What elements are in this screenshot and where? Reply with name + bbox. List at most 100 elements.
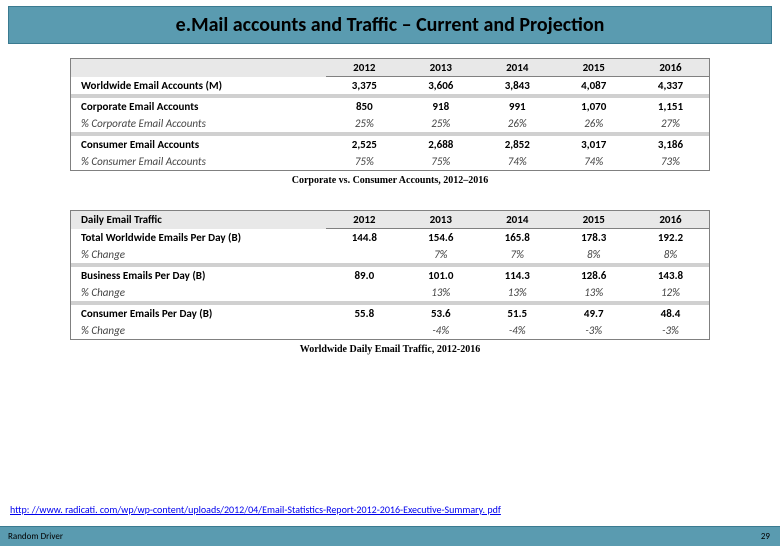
row-value: 2,688 [403, 136, 479, 153]
row-value: 3,375 [326, 77, 402, 95]
row-value: 75% [403, 153, 479, 171]
row-label: Worldwide Email Accounts (M) [71, 77, 327, 95]
row-value: 13% [479, 284, 555, 301]
row-value: 27% [632, 115, 710, 132]
table-row: % Consumer Email Accounts75%75%74%74%73% [71, 153, 710, 171]
source-link[interactable]: http: //www. radicati. com/wp/wp-content… [10, 503, 501, 516]
row-value: 89.0 [326, 267, 402, 284]
tables-container: 2012 2013 2014 2015 2016 Worldwide Email… [0, 44, 780, 355]
traffic-table: Daily Email Traffic 2012 2013 2014 2015 … [70, 210, 710, 340]
row-value: -4% [479, 322, 555, 340]
row-label: Consumer Emails Per Day (B) [71, 305, 327, 322]
row-label: Total Worldwide Emails Per Day (B) [71, 229, 327, 247]
row-value: 25% [326, 115, 402, 132]
row-value: 4,337 [632, 77, 710, 95]
row-value: 114.3 [479, 267, 555, 284]
year-col: 2015 [556, 211, 632, 229]
row-value: 55.8 [326, 305, 402, 322]
row-value: 1,070 [556, 98, 632, 115]
page-number: 29 [761, 531, 770, 542]
row-value: 154.6 [403, 229, 479, 247]
row-label: Consumer Email Accounts [71, 136, 327, 153]
row-value: 51.5 [479, 305, 555, 322]
row-value: 48.4 [632, 305, 710, 322]
table2-caption: Worldwide Daily Email Traffic, 2012-2016 [70, 344, 710, 355]
row-value: 7% [479, 246, 555, 263]
row-value: 26% [556, 115, 632, 132]
year-col: 2016 [632, 211, 710, 229]
row-value: 192.2 [632, 229, 710, 247]
row-value: 3,843 [479, 77, 555, 95]
row-value: 74% [479, 153, 555, 171]
row-label: Corporate Email Accounts [71, 98, 327, 115]
row-value: 143.8 [632, 267, 710, 284]
table-header-row: Daily Email Traffic 2012 2013 2014 2015 … [71, 211, 710, 229]
row-value: 178.3 [556, 229, 632, 247]
table-row: % Corporate Email Accounts25%25%26%26%27… [71, 115, 710, 132]
row-value: 2,852 [479, 136, 555, 153]
table-header-row: 2012 2013 2014 2015 2016 [71, 59, 710, 77]
row-value: 8% [632, 246, 710, 263]
table-row: Consumer Email Accounts2,5252,6882,8523,… [71, 136, 710, 153]
row-label: % Change [71, 284, 327, 301]
row-value: 991 [479, 98, 555, 115]
row-label: % Corporate Email Accounts [71, 115, 327, 132]
row-value: 74% [556, 153, 632, 171]
year-col: 2014 [479, 211, 555, 229]
row-value: 918 [403, 98, 479, 115]
row-value: 49.7 [556, 305, 632, 322]
page-title: e.Mail accounts and Traffic – Current an… [176, 13, 605, 37]
row-value: 3,017 [556, 136, 632, 153]
row-value: 2,525 [326, 136, 402, 153]
row-value: -3% [632, 322, 710, 340]
year-col: 2015 [556, 59, 632, 77]
row-value: -4% [403, 322, 479, 340]
row-value: 25% [403, 115, 479, 132]
row-value: 26% [479, 115, 555, 132]
row-value: 850 [326, 98, 402, 115]
row-value: 73% [632, 153, 710, 171]
year-col: 2012 [326, 59, 402, 77]
table-row: % Change7%7%8%8% [71, 246, 710, 263]
row-value: 13% [556, 284, 632, 301]
row-label: % Consumer Email Accounts [71, 153, 327, 171]
row-value: 1,151 [632, 98, 710, 115]
table-row: % Change13%13%13%12% [71, 284, 710, 301]
row-value: 144.8 [326, 229, 402, 247]
year-col: 2014 [479, 59, 555, 77]
traffic-header-label: Daily Email Traffic [71, 211, 327, 229]
row-value [326, 322, 402, 340]
year-col: 2013 [403, 59, 479, 77]
footer-bar: Random Driver 29 [0, 526, 780, 546]
table-row: Total Worldwide Emails Per Day (B)144.81… [71, 229, 710, 247]
row-value: 8% [556, 246, 632, 263]
table-row: Worldwide Email Accounts (M)3,3753,6063,… [71, 77, 710, 95]
year-col: 2013 [403, 211, 479, 229]
row-value: 128.6 [556, 267, 632, 284]
row-value: 75% [326, 153, 402, 171]
row-label: % Change [71, 322, 327, 340]
row-label: % Change [71, 246, 327, 263]
row-label: Business Emails Per Day (B) [71, 267, 327, 284]
table1-caption: Corporate vs. Consumer Accounts, 2012–20… [70, 175, 710, 186]
row-value: 53.6 [403, 305, 479, 322]
row-value [326, 284, 402, 301]
row-value: 12% [632, 284, 710, 301]
table-row: Business Emails Per Day (B)89.0101.0114.… [71, 267, 710, 284]
year-col: 2016 [632, 59, 710, 77]
row-value [326, 246, 402, 263]
row-value: 7% [403, 246, 479, 263]
accounts-table: 2012 2013 2014 2015 2016 Worldwide Email… [70, 58, 710, 171]
row-value: 4,087 [556, 77, 632, 95]
table-row: % Change-4%-4%-3%-3% [71, 322, 710, 340]
row-value: 3,186 [632, 136, 710, 153]
row-value: 13% [403, 284, 479, 301]
row-value: -3% [556, 322, 632, 340]
year-col: 2012 [326, 211, 402, 229]
footer-left-text: Random Driver [8, 531, 63, 542]
row-value: 3,606 [403, 77, 479, 95]
table-row: Corporate Email Accounts8509189911,0701,… [71, 98, 710, 115]
row-value: 165.8 [479, 229, 555, 247]
row-value: 101.0 [403, 267, 479, 284]
table-row: Consumer Emails Per Day (B)55.853.651.54… [71, 305, 710, 322]
